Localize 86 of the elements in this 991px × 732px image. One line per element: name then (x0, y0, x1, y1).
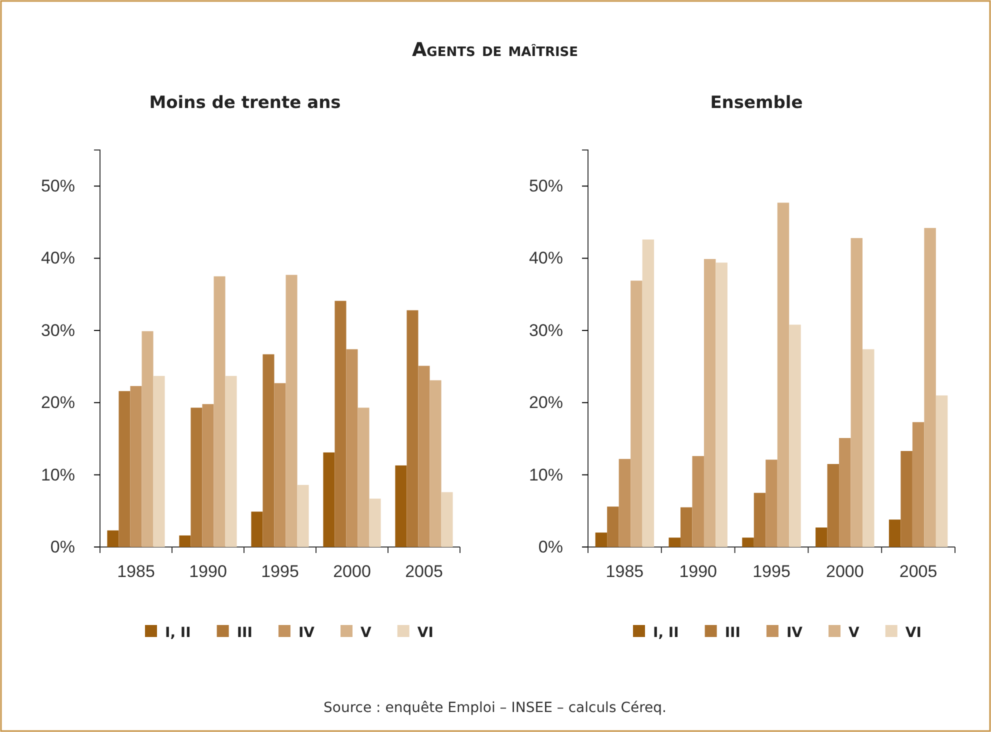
bar (395, 465, 407, 547)
y-tick-label: 40% (40, 248, 75, 268)
x-tick-label: 2005 (899, 562, 938, 582)
x-tick-label: 1990 (189, 562, 227, 582)
bar (595, 532, 608, 547)
legend-label: III (236, 625, 252, 641)
x-tick-label: 1995 (752, 562, 790, 582)
bar (225, 376, 237, 547)
bar (607, 506, 619, 547)
x-tick-label: 2000 (826, 562, 864, 582)
y-tick-label: 10% (40, 465, 75, 484)
bar (692, 456, 704, 547)
bar (777, 202, 790, 547)
bar (936, 395, 948, 547)
bar (297, 484, 309, 547)
x-tick-label: 2000 (333, 562, 371, 582)
bar (839, 438, 851, 547)
legend-label: IV (298, 625, 315, 641)
x-tick-label: 2005 (405, 562, 443, 582)
bar (430, 380, 442, 547)
bar (888, 520, 901, 547)
bar (369, 498, 381, 547)
bar (334, 300, 346, 547)
bar (630, 280, 642, 547)
bar (142, 331, 154, 547)
bar (642, 240, 654, 547)
y-tick-label: 30% (40, 320, 75, 340)
bar (900, 451, 912, 547)
y-tick-label: 0% (538, 537, 563, 556)
bar (251, 512, 263, 547)
bar (742, 538, 754, 547)
legend-label: I, II (165, 625, 191, 641)
y-tick-label: 30% (528, 320, 563, 340)
bar (346, 349, 358, 547)
bar (704, 258, 716, 547)
y-tick-label: 10% (528, 465, 563, 484)
bar (107, 530, 119, 547)
x-tick-label: 1990 (679, 562, 718, 582)
y-tick-label: 50% (40, 176, 75, 196)
legend-label: V (848, 625, 860, 641)
y-tick-label: 50% (528, 176, 563, 196)
bar (262, 354, 274, 547)
chart-title: Ensemble (710, 93, 803, 113)
legend-label: VI (417, 625, 434, 641)
bar (862, 349, 874, 547)
legend-label: V (360, 625, 372, 641)
bar (618, 458, 631, 547)
source-note: Source : enquête Emploi – INSEE – calculs Céreq. (324, 700, 666, 716)
bar (153, 376, 165, 547)
bar (754, 492, 766, 547)
bar (179, 535, 191, 547)
bar (816, 528, 828, 547)
bar (827, 464, 840, 547)
bar (850, 238, 863, 547)
legend-label: VI (905, 625, 922, 641)
bar (358, 408, 370, 547)
bar (323, 452, 335, 547)
x-tick-label: 1995 (261, 562, 299, 582)
bar (190, 408, 202, 547)
y-tick-label: 0% (50, 537, 75, 556)
legend-label: IV (786, 625, 803, 641)
bar (274, 383, 286, 547)
y-tick-label: 20% (40, 393, 75, 412)
bar (441, 492, 453, 547)
legend-label: I, II (653, 625, 679, 641)
bar (418, 366, 430, 547)
chart-title: Agents de maîtrise (412, 39, 578, 61)
legend-label: III (724, 625, 740, 641)
bar (680, 507, 692, 547)
bar (406, 310, 418, 547)
bar (214, 276, 226, 547)
bar (766, 460, 778, 547)
bar (118, 391, 130, 547)
bar (130, 386, 142, 547)
bar (668, 538, 680, 547)
y-tick-label: 20% (528, 393, 563, 412)
y-tick-label: 40% (528, 248, 563, 268)
x-tick-label: 1985 (606, 562, 644, 582)
bar (924, 228, 936, 547)
bar (202, 404, 214, 547)
bar (716, 262, 728, 547)
bar (912, 422, 924, 547)
chart-subtitle: Moins de trente ans (149, 93, 341, 113)
bar (286, 274, 298, 547)
x-tick-label: 1985 (117, 562, 155, 582)
bar (789, 324, 801, 547)
